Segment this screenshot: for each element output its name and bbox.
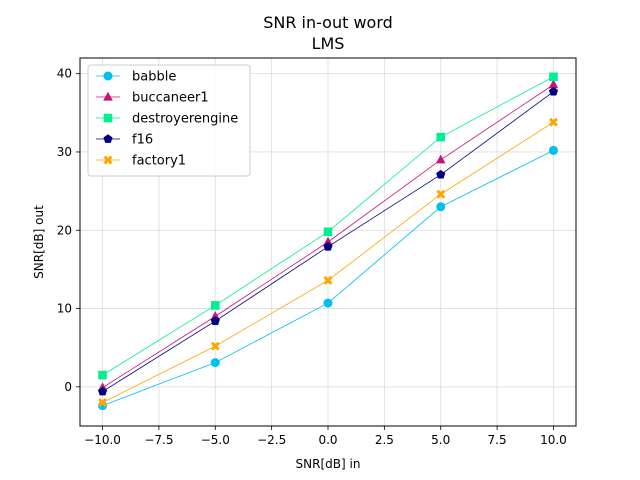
data-point [98,398,108,407]
data-point [103,155,113,165]
legend-label: destroyerengine [132,112,238,127]
x-tick-label: −7.5 [144,433,173,447]
x-tick-label: 5.0 [431,433,450,447]
x-axis-label: SNR[dB] in [296,457,361,471]
data-point [98,370,107,380]
series-f16 [97,86,559,396]
y-axis-label: SNR[dB] out [32,205,46,279]
y-tick-label: 0 [64,380,72,394]
legend-item: destroyerengine [96,112,238,127]
data-point [435,154,446,164]
data-point [323,241,333,251]
data-point [549,72,558,82]
chart-title: SNR in-out word [263,13,393,32]
legend-item: factory1 [96,154,186,169]
data-point [210,316,220,325]
legend-box [87,64,251,177]
data-point [548,145,558,155]
data-point [323,298,333,308]
data-point [436,132,446,142]
legend-label: babble [132,70,176,85]
y-tick-label: 30 [57,145,72,159]
x-tick-label: −5.0 [201,433,230,447]
x-tick-label: 7.5 [488,433,507,447]
data-point [436,202,446,212]
data-point [548,79,559,89]
x-tick-label: 10.0 [540,433,567,447]
x-tick-label: −10.0 [84,433,121,447]
legend-label: f16 [132,133,153,148]
data-point [210,358,220,368]
data-point [103,134,113,143]
x-tick-label: 0.0 [318,433,337,447]
data-point [323,227,333,237]
y-tick-label: 20 [57,223,72,237]
y-tick-label: 40 [57,67,72,81]
series-layer [97,72,559,411]
data-point [436,189,446,199]
legend-item: f16 [96,133,153,148]
data-point [323,236,333,246]
y-tick-label: 10 [57,302,72,316]
x-tick-label: −2.5 [257,433,286,447]
data-point [210,301,220,310]
series-factory1 [98,117,558,407]
series-destroyerengine [98,72,558,380]
x-tick-label: 2.5 [375,433,394,447]
data-point [103,71,113,81]
legend-label: buccaneer1 [132,91,209,106]
data-point [210,311,221,320]
data-point [323,275,333,285]
legend-item: babble [96,70,176,85]
data-point [210,341,220,351]
chart-subtitle: LMS [312,34,345,53]
data-point [103,113,113,123]
legend-item: buccaneer1 [96,91,209,106]
legend-label: factory1 [132,154,186,169]
legend: babble buccaneer1 destroyerengine f16 factor… [87,64,251,177]
data-point [103,91,113,101]
data-point [548,117,558,127]
data-point [548,86,559,96]
data-point [436,169,446,179]
data-point [97,386,108,396]
series-babble [98,145,558,411]
tick-layer: −10.0 −7.5 −5.0 −2.5 0.0 2.5 5.0 7.5 10.0 0 10 20 30… [57,67,567,447]
